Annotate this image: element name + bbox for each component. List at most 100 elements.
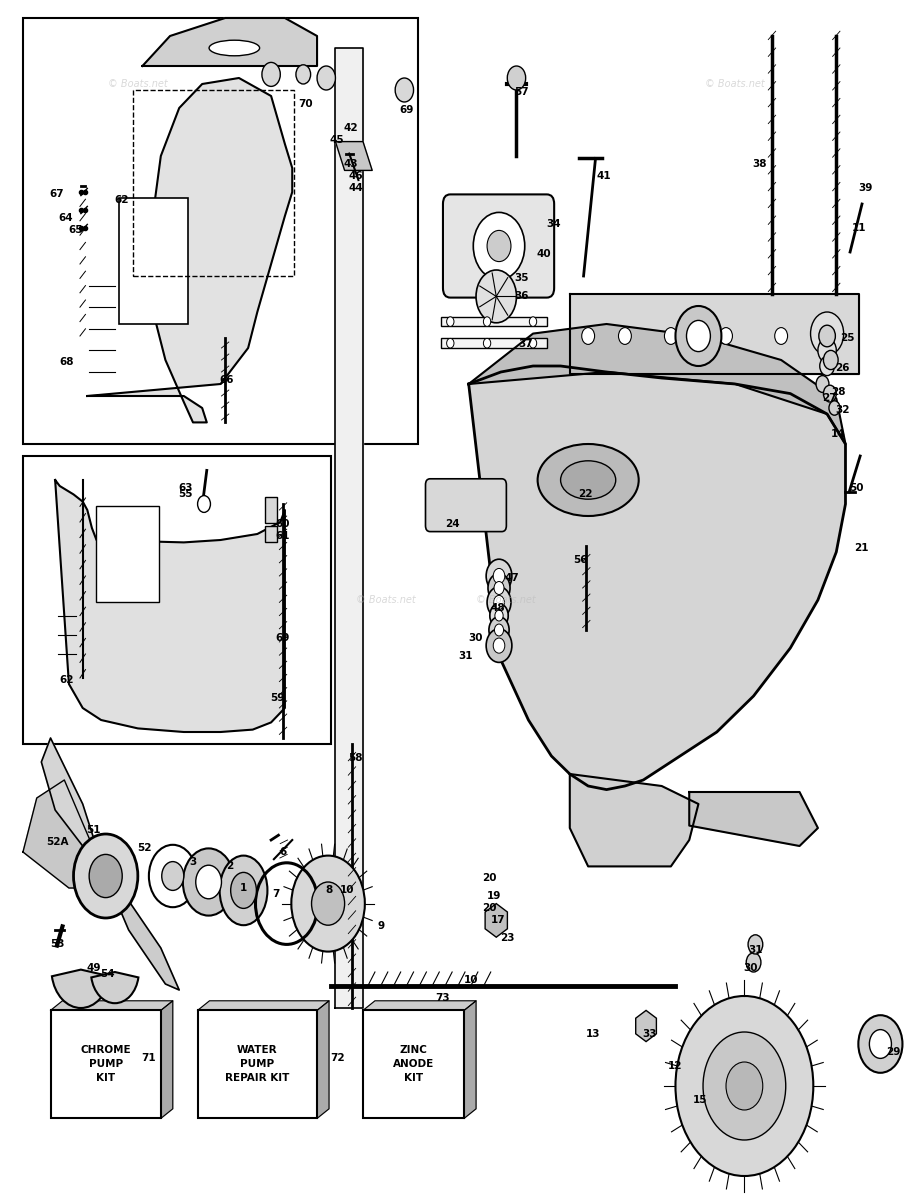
Text: 56: 56 [573,556,588,565]
Circle shape [494,582,504,594]
Circle shape [317,66,335,90]
Polygon shape [570,774,698,866]
FancyBboxPatch shape [425,479,506,532]
Text: 25: 25 [840,334,855,343]
Circle shape [149,845,197,907]
Bar [133,90,294,276]
Text: 60: 60 [275,520,289,529]
Text: 51: 51 [86,826,101,835]
Circle shape [494,569,505,583]
Text: 20: 20 [482,904,496,913]
Text: 53: 53 [50,940,64,949]
Circle shape [726,1062,763,1110]
Circle shape [529,338,537,348]
Bar [96,506,159,602]
Text: 39: 39 [858,184,873,193]
Bar [198,1010,317,1118]
Circle shape [703,1032,786,1140]
Text: 23: 23 [500,934,515,943]
Text: 72: 72 [330,1054,345,1063]
Circle shape [746,953,761,972]
Circle shape [819,325,835,347]
Circle shape [291,856,365,952]
Polygon shape [335,142,372,170]
Circle shape [183,848,234,916]
Polygon shape [689,792,818,846]
Text: 68: 68 [59,358,74,367]
Wedge shape [91,972,139,1003]
Polygon shape [51,1001,173,1010]
Text: 1: 1 [240,883,247,893]
Circle shape [447,338,454,348]
Text: 65: 65 [68,226,83,235]
Circle shape [507,66,526,90]
Text: 41: 41 [596,172,611,181]
Text: 73: 73 [436,994,450,1003]
Text: 31: 31 [459,652,473,661]
Ellipse shape [231,872,256,908]
Text: 67: 67 [50,190,64,199]
Polygon shape [464,1001,476,1118]
Text: 2: 2 [226,862,233,871]
Text: 19: 19 [486,892,501,901]
Ellipse shape [210,40,260,55]
Text: 30: 30 [468,634,482,643]
Circle shape [823,385,836,402]
Text: 62: 62 [59,676,74,685]
Text: 21: 21 [854,544,868,553]
Text: © Boats.net: © Boats.net [475,595,536,605]
Circle shape [490,604,508,628]
Text: 54: 54 [100,970,115,979]
Circle shape [775,328,788,344]
Bar [441,338,547,348]
Text: 7: 7 [272,889,279,899]
Text: 34: 34 [546,220,561,229]
Bar [119,198,188,324]
Ellipse shape [561,461,616,499]
Circle shape [89,854,122,898]
Circle shape [473,212,525,280]
Polygon shape [161,1001,173,1118]
Circle shape [529,317,537,326]
Text: 55: 55 [178,490,193,499]
Circle shape [483,317,491,326]
Text: 22: 22 [578,490,593,499]
Text: 24: 24 [445,520,460,529]
Circle shape [198,496,210,512]
Bar [265,526,277,542]
Circle shape [811,312,844,355]
Circle shape [821,328,834,344]
Polygon shape [469,324,845,444]
Circle shape [816,376,829,392]
Text: 71: 71 [142,1054,156,1063]
Text: 20: 20 [482,874,496,883]
Circle shape [823,350,838,370]
Circle shape [494,610,504,622]
Polygon shape [142,18,317,66]
Text: 12: 12 [668,1061,683,1070]
Circle shape [869,1030,891,1058]
Polygon shape [23,780,106,888]
Text: 57: 57 [514,88,528,97]
Text: 33: 33 [642,1030,657,1039]
Circle shape [447,317,454,326]
Circle shape [858,1015,902,1073]
Polygon shape [87,78,292,422]
Text: 69: 69 [399,106,414,115]
Circle shape [262,62,280,86]
Circle shape [296,65,311,84]
Text: 49: 49 [86,964,101,973]
Text: 8: 8 [325,886,333,895]
Bar [23,18,418,444]
Text: 29: 29 [886,1048,901,1057]
Circle shape [312,882,345,925]
Circle shape [487,230,511,262]
Circle shape [476,270,516,323]
Circle shape [487,587,511,618]
Text: 63: 63 [178,484,193,493]
Text: 28: 28 [831,388,845,397]
Bar [51,1010,161,1118]
Text: 59: 59 [270,694,285,703]
Text: 40: 40 [537,250,551,259]
Text: 17: 17 [491,916,505,925]
